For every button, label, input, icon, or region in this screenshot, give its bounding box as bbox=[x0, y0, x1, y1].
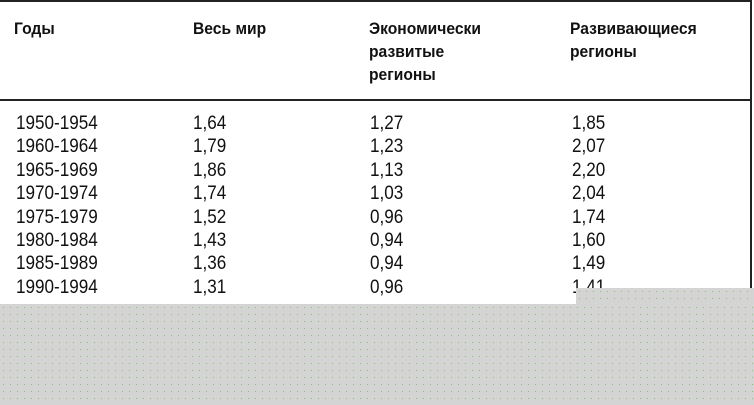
table-row: 1965-1969 1,86 1,13 2,20 bbox=[0, 159, 752, 182]
header-developing: Развивающиеся регионы bbox=[570, 19, 697, 61]
table-cell: 0,94 bbox=[370, 253, 404, 275]
table-cell: 1,13 bbox=[370, 159, 404, 181]
table-cell: 0,96 bbox=[370, 276, 404, 298]
table-cell: 2,20 bbox=[572, 159, 606, 181]
table-row: 1950-1954 1,64 1,27 1,85 bbox=[0, 112, 752, 135]
table-cell: 1,43 bbox=[193, 230, 227, 251]
table-cell: 1,60 bbox=[572, 230, 606, 251]
header-developed: Экономически развитые регионы bbox=[369, 19, 481, 84]
table-cell: 1,36 bbox=[193, 253, 227, 275]
table-cell: 1,03 bbox=[370, 183, 404, 205]
table-cell: 1990-1994 bbox=[16, 276, 98, 298]
gray-overlay-step bbox=[576, 288, 754, 305]
table-cell: 0,94 bbox=[370, 230, 404, 251]
table-row: 1985-1989 1,36 0,94 1,49 bbox=[0, 252, 752, 275]
table-cell: 1965-1969 bbox=[16, 159, 98, 181]
table-cell: 1975-1979 bbox=[16, 206, 98, 228]
table-cell: 2,07 bbox=[572, 136, 606, 158]
header-years: Годы bbox=[14, 19, 55, 38]
table-cell: 1,86 bbox=[193, 159, 227, 181]
table-cell: 1,31 bbox=[193, 276, 227, 298]
table-cell: 1,79 bbox=[193, 136, 227, 158]
table-row: 1980-1984 1,43 0,94 1,60 bbox=[0, 229, 752, 252]
table-cell: 2,04 bbox=[572, 183, 606, 205]
table-cell: 1970-1974 bbox=[16, 183, 98, 205]
table-cell: 1,74 bbox=[572, 206, 606, 228]
table-cell: 1,23 bbox=[370, 136, 404, 158]
table-cell: 1,52 bbox=[193, 206, 227, 228]
header-rule bbox=[0, 99, 752, 101]
header-world: Весь мир bbox=[193, 19, 267, 38]
table-cell: 1,85 bbox=[572, 113, 606, 134]
table-cell: 1960-1964 bbox=[16, 136, 98, 158]
table-cell: 1,49 bbox=[572, 253, 606, 275]
table-row: 1960-1964 1,79 1,23 2,07 bbox=[0, 135, 752, 158]
table-cell: 0,96 bbox=[370, 206, 404, 228]
table-cell: 1985-1989 bbox=[16, 253, 98, 275]
table-cell: 1,64 bbox=[193, 113, 227, 134]
table-row: 1970-1974 1,74 1,03 2,04 bbox=[0, 182, 752, 205]
table-cell: 1980-1984 bbox=[16, 230, 98, 251]
table-row: 1975-1979 1,52 0,96 1,74 bbox=[0, 206, 752, 229]
table-cell: 1,27 bbox=[370, 113, 404, 134]
gray-overlay bbox=[0, 304, 754, 405]
table-cell: 1,74 bbox=[193, 183, 227, 205]
table-cell: 1950-1954 bbox=[16, 113, 98, 134]
